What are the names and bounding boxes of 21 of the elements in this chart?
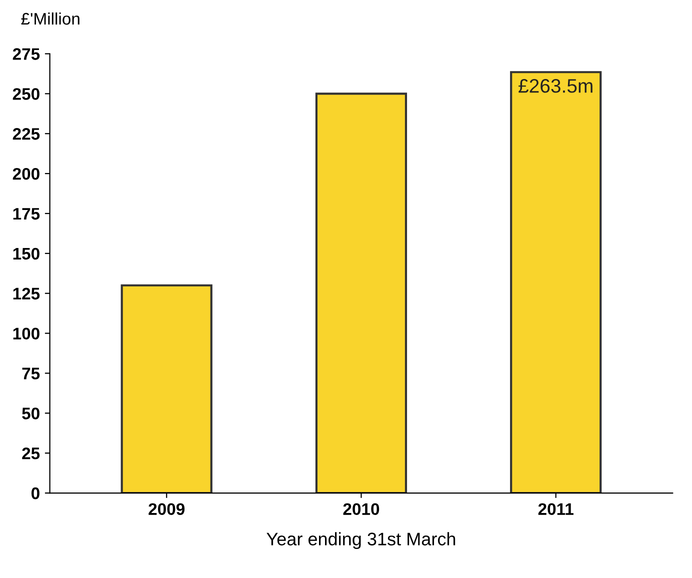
bar [315, 92, 408, 494]
y-tick-label: 275 [12, 48, 40, 60]
y-tick-label: 225 [12, 128, 40, 140]
bar [510, 71, 602, 494]
y-tick-label: 250 [12, 88, 40, 100]
y-tick-label: 175 [13, 208, 40, 220]
y-tick-label: 150 [13, 248, 40, 260]
x-tick-label: 2009 [148, 503, 185, 515]
x-tick-label: 2010 [343, 503, 380, 515]
y-tick-label: 50 [22, 408, 40, 420]
y-tick-label: 100 [13, 328, 40, 340]
y-tick-label: 200 [12, 168, 40, 180]
y-tick-label: 75 [22, 368, 40, 380]
data-label: £263.5m [518, 79, 592, 93]
bar [120, 284, 212, 494]
x-tick-label: 2011 [538, 503, 574, 515]
x-axis-title: Year ending 31st March [266, 532, 456, 550]
y-axis-title: £'Million [21, 12, 80, 25]
y-tick-label: 125 [13, 288, 40, 300]
y-tick-label: 0 [31, 487, 40, 500]
y-tick-label: 25 [22, 448, 40, 460]
